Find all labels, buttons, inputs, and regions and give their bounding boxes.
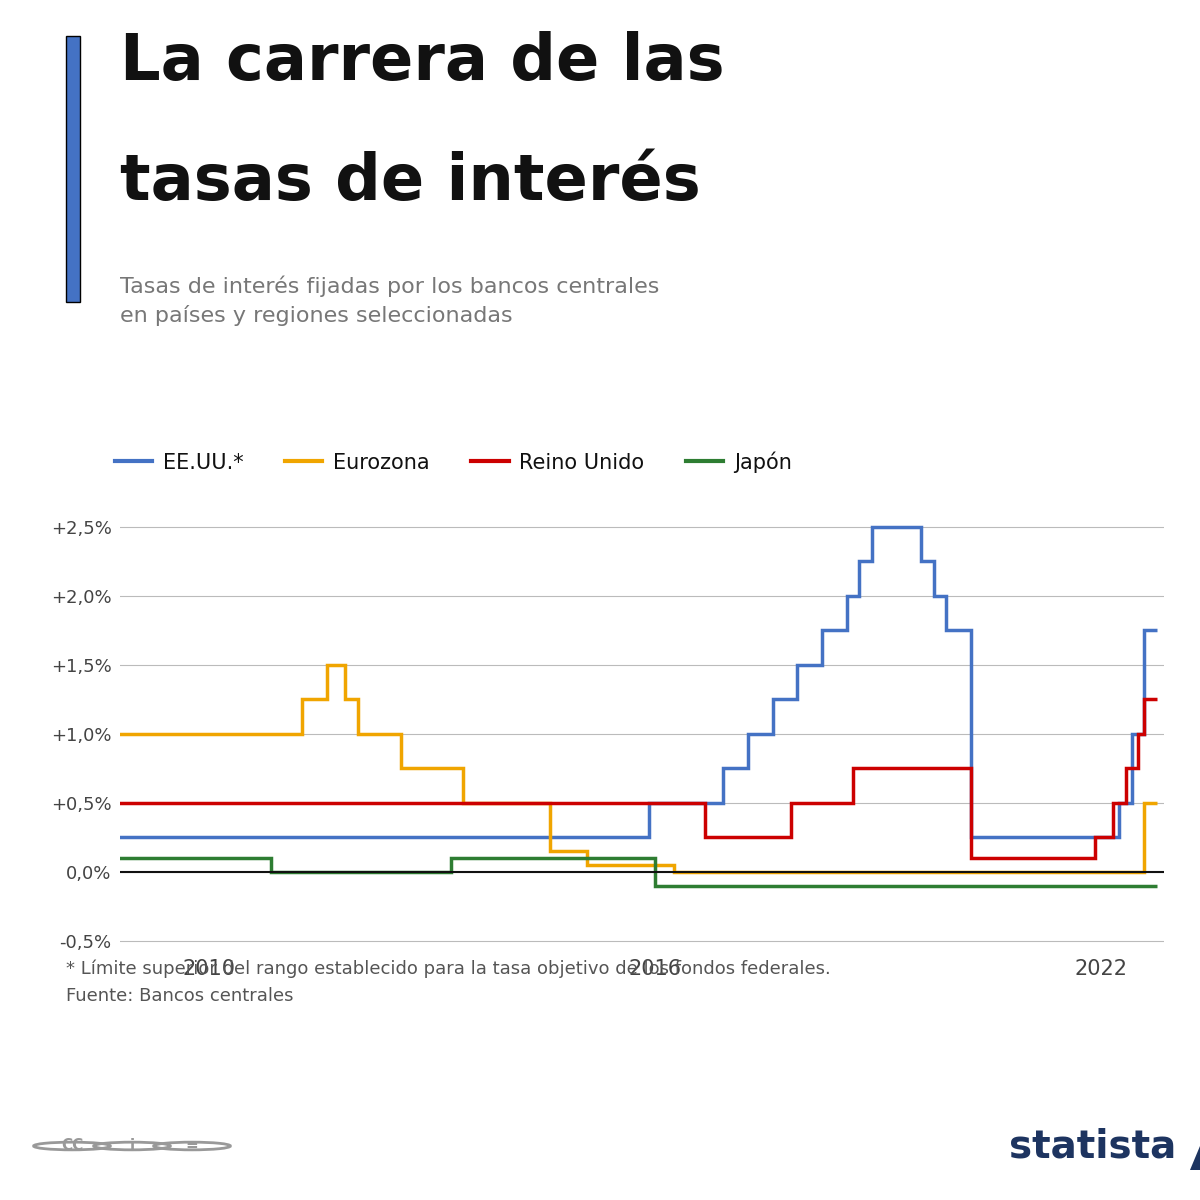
FancyBboxPatch shape [66,36,80,302]
Polygon shape [1190,1122,1200,1170]
Text: statista: statista [1009,1127,1176,1165]
Text: La carrera de las: La carrera de las [120,31,725,94]
Text: =: = [186,1139,198,1153]
Text: * Límite superior del rango establecido para la tasa objetivo de los fondos fede: * Límite superior del rango establecido … [66,960,830,1004]
Text: i: i [130,1139,134,1153]
Text: tasas de interés: tasas de interés [120,151,701,212]
Text: Tasas de interés fijadas por los bancos centrales
en países y regiones seleccion: Tasas de interés fijadas por los bancos … [120,275,659,326]
Legend: EE.UU.*, Eurozona, Reino Unido, Japón: EE.UU.*, Eurozona, Reino Unido, Japón [107,443,800,481]
Text: CC: CC [61,1139,83,1153]
